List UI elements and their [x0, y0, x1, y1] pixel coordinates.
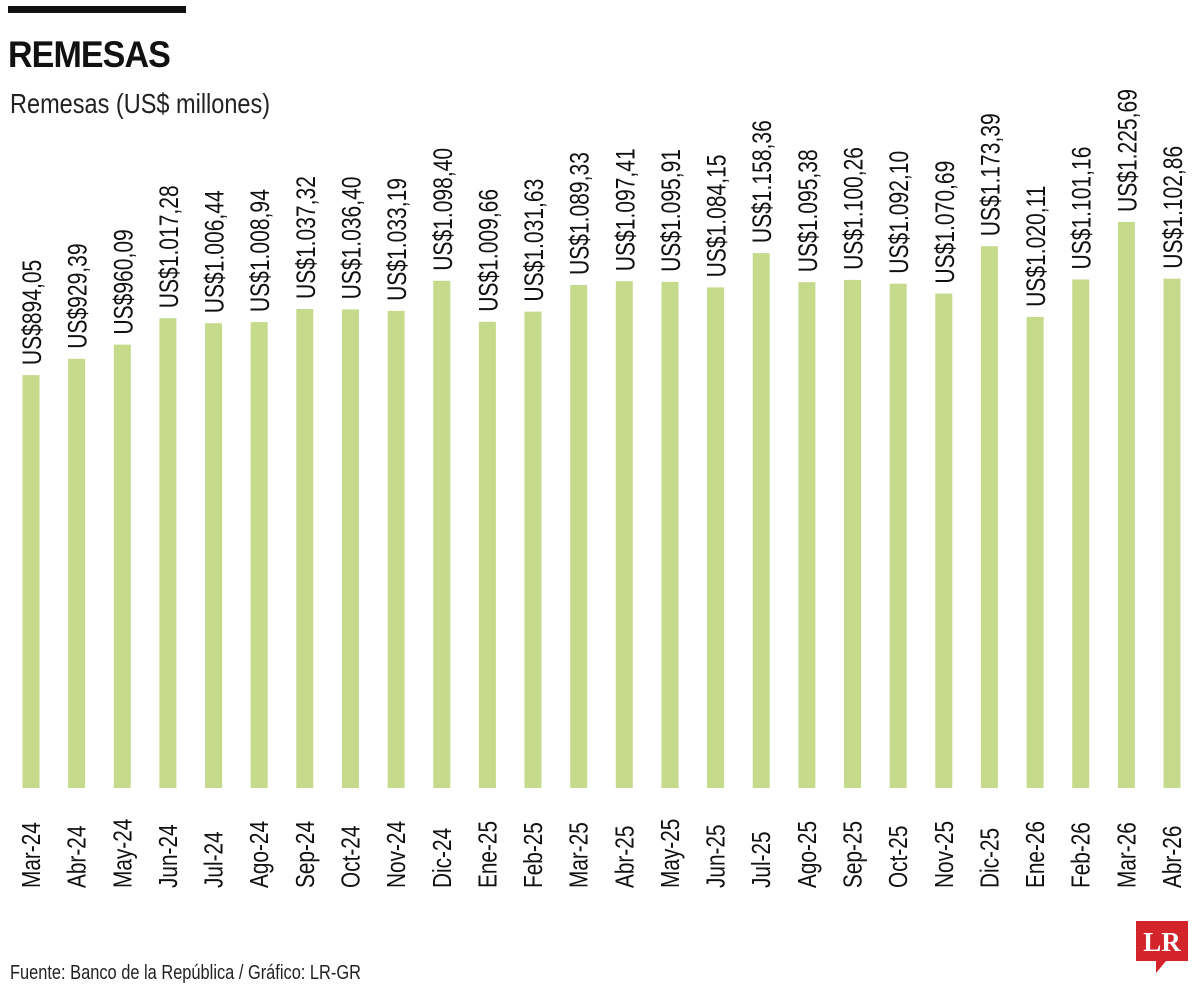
bar-Mar-24 [22, 375, 40, 788]
bar-Abr-26 [1163, 278, 1181, 788]
bar-Ene-25 [478, 321, 496, 788]
bar-May-25 [661, 281, 679, 788]
data-label-May-24: US$960,09 [109, 229, 139, 334]
x-tick-Abr-25: Abr-25 [610, 826, 639, 888]
x-tick-May-25: May-25 [656, 819, 685, 888]
bar-May-24 [113, 344, 131, 788]
x-tick-Ene-25: Ene-25 [473, 821, 502, 888]
data-label-Nov-25: US$1.070,69 [930, 161, 960, 284]
data-label-Mar-25: US$1.089,33 [565, 152, 595, 275]
x-tick-Jul-25: Jul-25 [747, 831, 776, 888]
bar-Feb-25 [524, 311, 542, 788]
data-label-Abr-24: US$929,39 [63, 243, 93, 348]
data-label-Abr-25: US$1.097,41 [611, 148, 641, 271]
data-label-Jun-25: US$1.084,15 [702, 155, 732, 278]
data-label-Ene-26: US$1.020,11 [1022, 186, 1052, 307]
x-tick-Ene-26: Ene-26 [1021, 821, 1050, 888]
bar-Sep-25 [844, 279, 861, 788]
data-label-Jul-25: US$1.158,36 [748, 120, 778, 243]
bar-Ene-26 [1026, 316, 1044, 788]
x-tick-Abr-26: Abr-26 [1158, 826, 1187, 888]
data-label-Oct-24: US$1.036,40 [337, 177, 367, 300]
header-rule [8, 6, 186, 13]
bar-Ago-24 [250, 322, 268, 788]
bar-Ago-25 [798, 282, 816, 788]
x-tick-Sep-24: Sep-24 [291, 821, 320, 888]
x-tick-Jul-24: Jul-24 [199, 831, 228, 888]
x-tick-Jun-24: Jun-24 [154, 824, 183, 888]
x-tick-Mar-26: Mar-26 [1112, 822, 1141, 888]
data-label-Dic-25: US$1.173,39 [976, 113, 1006, 236]
data-label-Jun-24: US$1.017,28 [154, 185, 184, 308]
data-label-Mar-26: US$1.225,69 [1113, 89, 1143, 212]
data-label-Abr-26: US$1.102,86 [1159, 146, 1189, 269]
bar-Jun-25 [707, 287, 725, 788]
data-label-Feb-26: US$1.101,16 [1067, 147, 1097, 270]
bar-Mar-25 [570, 285, 588, 788]
bar-Sep-24 [296, 309, 314, 788]
x-tick-Ago-25: Ago-25 [793, 821, 822, 888]
bar-Jun-24 [159, 318, 177, 788]
x-tick-Nov-25: Nov-25 [930, 821, 959, 888]
data-label-Oct-25: US$1.092,10 [885, 151, 915, 274]
x-tick-Oct-25: Oct-25 [884, 826, 913, 888]
data-label-May-25: US$1.095,91 [657, 149, 687, 272]
logo-text: LR [1143, 927, 1181, 957]
x-tick-Feb-26: Feb-26 [1067, 822, 1096, 888]
source-note: Fuente: Banco de la República / Gráfico:… [10, 962, 361, 984]
data-label-Jul-24: US$1.006,44 [200, 190, 230, 313]
bar-Jul-25 [752, 253, 770, 789]
data-label-Sep-24: US$1.037,32 [291, 176, 321, 299]
bar-Feb-26 [1072, 279, 1090, 788]
bar-Abr-24 [68, 358, 86, 788]
lr-logo: LR [1136, 921, 1188, 973]
x-tick-Dic-25: Dic-25 [975, 828, 1004, 888]
x-tick-Mar-24: Mar-24 [17, 822, 46, 888]
data-label-Feb-25: US$1.031,63 [520, 179, 550, 302]
data-label-Nov-24: US$1.033,19 [383, 178, 413, 301]
x-tick-Sep-25: Sep-25 [838, 821, 867, 888]
bar-Jul-24 [205, 323, 223, 788]
x-tick-Nov-24: Nov-24 [382, 821, 411, 888]
data-label-Ene-25: US$1.009,66 [474, 189, 504, 312]
data-label-Mar-24: US$894,05 [18, 260, 48, 365]
data-label-Sep-25: US$1.100,26 [839, 147, 869, 270]
x-tick-Ago-24: Ago-24 [245, 821, 274, 888]
chart-subtitle: Remesas (US$ millones) [10, 88, 271, 119]
x-tick-Oct-24: Oct-24 [336, 826, 365, 888]
x-tick-Mar-25: Mar-25 [565, 822, 594, 888]
bar-Mar-26 [1117, 222, 1135, 788]
bar-Abr-25 [615, 281, 633, 788]
x-tick-May-24: May-24 [108, 819, 137, 888]
bar-Nov-25 [935, 293, 953, 788]
bar-Dic-24 [433, 280, 451, 788]
bar-Oct-24 [342, 309, 359, 788]
bar-Nov-24 [387, 310, 405, 788]
x-tick-Jun-25: Jun-25 [701, 824, 730, 888]
x-tick-Feb-25: Feb-25 [519, 822, 548, 888]
bar-Oct-25 [889, 283, 907, 788]
chart-title: REMESAS [8, 34, 171, 75]
bar-Dic-25 [980, 246, 998, 788]
x-tick-Abr-24: Abr-24 [62, 826, 91, 888]
data-label-Dic-24: US$1.098,40 [428, 148, 458, 271]
data-label-Ago-25: US$1.095,38 [793, 149, 823, 272]
x-tick-Dic-24: Dic-24 [428, 828, 457, 888]
data-label-Ago-24: US$1.008,94 [246, 189, 276, 312]
